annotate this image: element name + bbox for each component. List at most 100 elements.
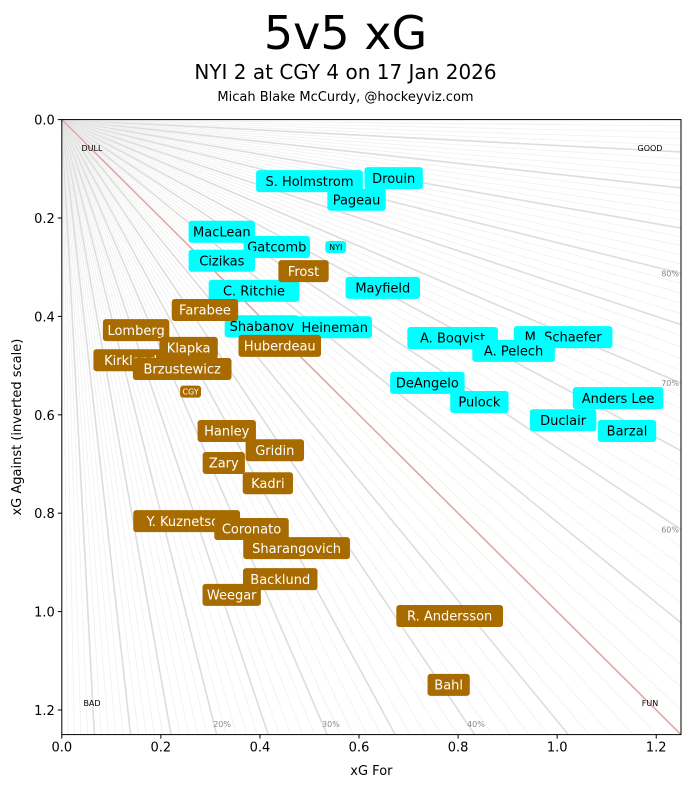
team-point-text: NYI <box>329 243 342 252</box>
player-point-box <box>188 220 256 243</box>
player-point: Klapka <box>159 336 218 359</box>
player-point-box <box>214 517 289 540</box>
percent-gridline <box>61 119 237 735</box>
percent-gridline <box>61 119 303 735</box>
percent-label: 40% <box>467 720 485 729</box>
player-point-text: Shabanov <box>230 320 295 335</box>
player-point: Bahl <box>427 673 470 696</box>
player-point-box <box>256 170 363 193</box>
player-point-text: Klapka <box>167 342 211 357</box>
percent-label: 70% <box>661 379 679 388</box>
player-point: Gridin <box>245 439 304 462</box>
chart-subtitle: NYI 2 at CGY 4 on 17 Jan 2026 <box>194 60 497 84</box>
player-point: Lomberg <box>102 319 170 342</box>
percent-gridline <box>61 118 682 153</box>
player-point-box <box>327 188 386 211</box>
player-point-text: Drouin <box>372 172 415 187</box>
percent-gridline <box>61 119 590 735</box>
corner-label: BAD <box>83 699 100 708</box>
player-point-box <box>242 472 294 495</box>
player-point-text: DeAngelo <box>396 377 459 392</box>
player-point: Mayfield <box>345 276 421 299</box>
team-point: CGY <box>180 385 202 398</box>
percent-gridline <box>61 119 682 315</box>
player-point: Barzal <box>597 420 657 443</box>
player-point: Hanley <box>197 420 256 443</box>
gridlines <box>61 118 682 736</box>
percent-gridline <box>61 119 109 735</box>
percent-gridline <box>61 119 682 127</box>
percent-gridline <box>61 119 190 735</box>
x-tick-label: 1.2 <box>646 741 667 756</box>
player-point-box <box>529 409 597 432</box>
percent-gridline <box>61 119 682 410</box>
percent-gridline <box>61 119 682 160</box>
player-point: S. Holmstrom <box>256 170 363 193</box>
percent-gridline <box>61 119 682 337</box>
player-point-text: Zary <box>209 457 239 472</box>
player-point-box <box>572 387 664 410</box>
player-point-text: Farabee <box>179 304 231 319</box>
player-point-text: Pulock <box>458 396 501 411</box>
player-point-text: A. Boqvist <box>420 332 485 347</box>
percent-gridline <box>61 119 682 584</box>
percent-gridline <box>61 119 682 167</box>
percent-gridline <box>61 119 82 735</box>
percent-label: 80% <box>661 269 679 278</box>
player-point: Sharangovich <box>243 537 350 560</box>
player-point: Farabee <box>171 299 239 322</box>
player-point-box <box>188 249 256 272</box>
player-point-box <box>238 334 322 357</box>
player-point-box <box>171 299 239 322</box>
player-point: A. Pelech <box>472 339 555 362</box>
player-point-box <box>243 568 318 591</box>
team-point-box <box>180 385 202 398</box>
percent-gridline <box>61 118 682 189</box>
percent-gridline <box>61 119 682 666</box>
player-point: Shabanov <box>224 315 300 338</box>
player-point-box <box>197 420 256 443</box>
percent-gridline <box>61 119 682 566</box>
x-tick-label: 1.0 <box>547 741 568 756</box>
x-tick-label: 0.0 <box>51 741 72 756</box>
percent-gridline <box>61 119 199 735</box>
player-point: Kadri <box>242 472 294 495</box>
player-point-box <box>208 279 300 302</box>
team-point-text: CGY <box>182 388 198 397</box>
percent-gridline <box>61 119 682 348</box>
percent-gridline <box>61 119 682 644</box>
y-tick-label: 0.8 <box>34 507 55 522</box>
player-point: Heineman <box>297 316 372 339</box>
even-line <box>61 119 682 736</box>
x-tick-label: 0.2 <box>151 741 172 756</box>
player-point: Gatcomb <box>243 236 310 259</box>
player-point-box <box>278 260 329 283</box>
percent-gridline <box>61 119 69 735</box>
player-point: MacLean <box>188 220 256 243</box>
player-point-text: Huberdeau <box>244 340 316 355</box>
player-point-box <box>133 510 240 533</box>
player-point-text: Bahl <box>434 679 463 694</box>
percent-gridline <box>61 119 172 735</box>
player-point-box <box>390 371 465 394</box>
percent-gridline <box>61 119 549 735</box>
corner-label: DULL <box>82 144 103 153</box>
player-point-box <box>245 439 304 462</box>
player-point-text: Sharangovich <box>252 542 341 557</box>
percent-gridline <box>61 119 682 423</box>
player-point-text: Brzustewicz <box>143 363 221 378</box>
player-point: Coronato <box>214 517 289 540</box>
percent-gridline <box>61 119 459 735</box>
percent-gridline <box>61 119 682 133</box>
player-point: Cizikas <box>188 249 256 272</box>
player-point-box <box>450 391 509 414</box>
player-point-text: Lomberg <box>107 324 164 339</box>
percent-gridline <box>61 119 181 735</box>
percent-gridline <box>61 119 634 735</box>
percent-gridline <box>61 119 476 736</box>
player-point: Weegar <box>202 583 261 606</box>
player-point-box <box>243 236 310 259</box>
y-tick-label: 1.2 <box>34 704 55 719</box>
player-point-text: Backlund <box>250 573 310 588</box>
percent-gridline <box>61 119 155 735</box>
